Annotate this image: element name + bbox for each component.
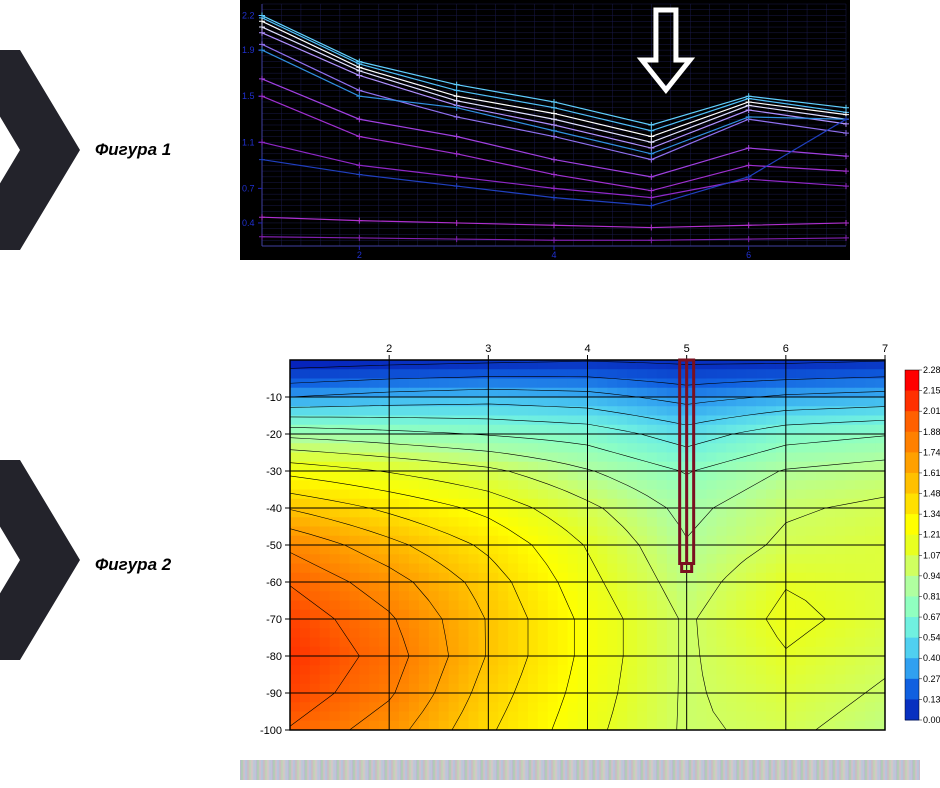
noise-strip — [240, 760, 920, 780]
figure1-label: Фигура 1 — [95, 140, 171, 160]
svg-text:4: 4 — [584, 343, 590, 355]
svg-text:-20: -20 — [266, 429, 282, 441]
chevron-fig1 — [0, 50, 80, 250]
svg-text:2.2: 2.2 — [242, 11, 255, 21]
svg-text:1.07: 1.07 — [923, 550, 940, 560]
svg-text:-10: -10 — [266, 392, 282, 404]
svg-text:2: 2 — [357, 250, 362, 260]
svg-text:6: 6 — [746, 250, 751, 260]
svg-text:0.27: 0.27 — [923, 674, 940, 684]
svg-text:2.28: 2.28 — [923, 365, 940, 375]
svg-text:1.88: 1.88 — [923, 427, 940, 437]
figure1-svg: 2 4 6 0.4 0.7 1.1 1.5 1.9 2.2 — [240, 0, 850, 260]
svg-text:1.61: 1.61 — [923, 468, 940, 478]
svg-text:1.9: 1.9 — [242, 45, 255, 55]
chevron-fig2 — [0, 460, 80, 660]
svg-text:-40: -40 — [266, 503, 282, 515]
svg-text:3: 3 — [485, 343, 491, 355]
svg-text:2: 2 — [386, 343, 392, 355]
figure2-chart: 2 3 4 5 6 7 -10 -20 -30 -40 -50 -60 -70 -80 -90 -100 2.2… — [240, 340, 940, 740]
svg-text:1.1: 1.1 — [242, 137, 255, 147]
svg-text:-100: -100 — [260, 725, 282, 737]
svg-text:-30: -30 — [266, 466, 282, 478]
svg-text:5: 5 — [684, 343, 690, 355]
svg-text:-50: -50 — [266, 540, 282, 552]
svg-text:0.81: 0.81 — [923, 591, 940, 601]
svg-text:-90: -90 — [266, 688, 282, 700]
svg-text:4: 4 — [551, 250, 556, 260]
svg-text:0.4: 0.4 — [242, 218, 255, 228]
svg-text:-80: -80 — [266, 651, 282, 663]
svg-text:6: 6 — [783, 343, 789, 355]
svg-text:0.7: 0.7 — [242, 183, 255, 193]
svg-text:0.67: 0.67 — [923, 612, 940, 622]
svg-text:1.34: 1.34 — [923, 509, 940, 519]
svg-text:0.94: 0.94 — [923, 571, 940, 581]
svg-text:1.74: 1.74 — [923, 447, 940, 457]
figure1-chart: 2 4 6 0.4 0.7 1.1 1.5 1.9 2.2 — [240, 0, 850, 260]
svg-text:1.21: 1.21 — [923, 530, 940, 540]
svg-text:-60: -60 — [266, 577, 282, 589]
svg-text:0.54: 0.54 — [923, 633, 940, 643]
svg-text:1.5: 1.5 — [242, 91, 255, 101]
figure2-label: Фигура 2 — [95, 555, 171, 575]
svg-text:1.48: 1.48 — [923, 489, 940, 499]
svg-text:2.01: 2.01 — [923, 406, 940, 416]
svg-text:2.15: 2.15 — [923, 386, 940, 396]
svg-text:-70: -70 — [266, 614, 282, 626]
svg-text:0.13: 0.13 — [923, 694, 940, 704]
svg-text:0.00: 0.00 — [923, 715, 940, 725]
svg-text:7: 7 — [882, 343, 888, 355]
svg-text:0.40: 0.40 — [923, 653, 940, 663]
figure2-svg: 2 3 4 5 6 7 -10 -20 -30 -40 -50 -60 -70 -80 -90 -100 2.2… — [240, 340, 940, 740]
